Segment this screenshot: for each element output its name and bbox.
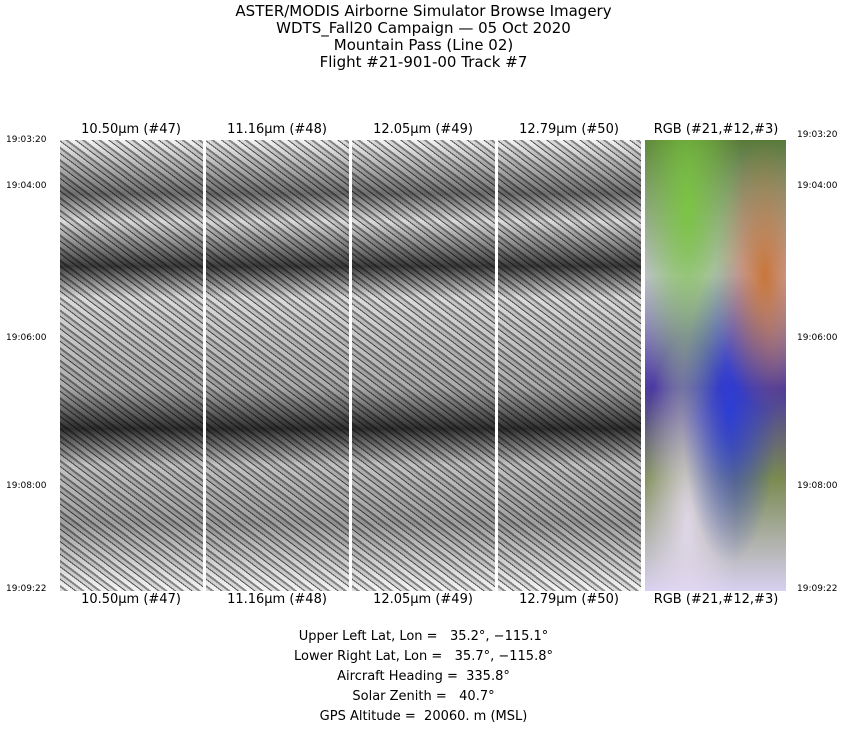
time-label-right: 19:03:20 [797,130,838,140]
image-panel-rgb [645,140,786,591]
title-line-3: Mountain Pass (Line 02) [333,36,514,54]
panel-label-bottom: 12.05μm (#49) [373,592,473,607]
time-label-right: 19:06:00 [797,333,838,343]
panel-label-bottom: RGB (#21,#12,#3) [653,592,779,607]
time-label-left: 19:09:22 [6,584,47,594]
upper-left-latlon: Upper Left Lat, Lon = 35.2°, −115.1° [298,629,549,644]
panel-label-bottom: 12.79μm (#50) [519,592,619,607]
title-line-4: Flight #21-901-00 Track #7 [319,53,528,71]
time-label-left: 19:03:20 [6,135,47,145]
time-label-right: 19:08:00 [797,481,838,491]
time-label-left: 19:08:00 [6,481,47,491]
panel-label-top: 10.50μm (#47) [81,122,181,137]
solar-zenith: Solar Zenith = 40.7° [352,689,495,704]
panel-label-top: RGB (#21,#12,#3) [653,122,779,137]
title-line-1: ASTER/MODIS Airborne Simulator Browse Im… [235,2,612,20]
time-label-left: 19:06:00 [6,333,47,343]
aircraft-heading: Aircraft Heading = 335.8° [337,669,510,684]
time-label-right: 19:04:00 [797,181,838,191]
panel-label-top: 11.16μm (#48) [227,122,327,137]
image-panel-band-47 [60,140,203,591]
panel-label-top: 12.05μm (#49) [373,122,473,137]
gps-altitude: GPS Altitude = 20060. m (MSL) [319,709,528,724]
panel-label-bottom: 10.50μm (#47) [81,592,181,607]
title-line-2: WDTS_Fall20 Campaign — 05 Oct 2020 [276,19,571,37]
image-panel-band-49 [352,140,495,591]
panel-label-bottom: 11.16μm (#48) [227,592,327,607]
lower-right-latlon: Lower Right Lat, Lon = 35.7°, −115.8° [294,649,553,664]
image-panel-band-48 [206,140,349,591]
time-label-left: 19:04:00 [6,181,47,191]
image-panel-band-50 [498,140,641,591]
time-label-right: 19:09:22 [797,584,838,594]
panel-label-top: 12.79μm (#50) [519,122,619,137]
